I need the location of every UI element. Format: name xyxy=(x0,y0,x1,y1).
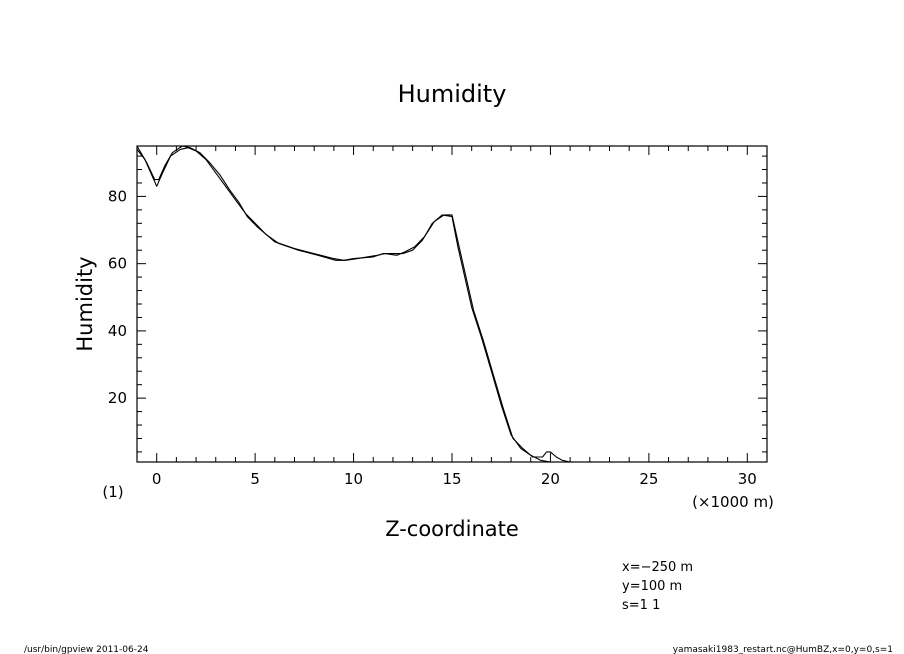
y-tick-labels: 20 40 60 80 xyxy=(108,187,127,407)
chart-title: Humidity xyxy=(398,80,507,108)
x-tick-label: 15 xyxy=(442,470,461,488)
x-tick-label: 5 xyxy=(250,470,260,488)
info-x: x=−250 m xyxy=(622,560,693,575)
axis-ticks xyxy=(136,146,768,462)
x-tick-label: 20 xyxy=(541,470,560,488)
info-y: y=100 m xyxy=(622,579,682,594)
x-tick-label: 30 xyxy=(738,470,757,488)
x-tick-label: 0 xyxy=(152,470,162,488)
x-unit-label: (×1000 m) xyxy=(692,493,774,511)
series-lines xyxy=(136,145,571,463)
y-tick-label: 20 xyxy=(108,389,127,407)
panel-label: (1) xyxy=(102,483,123,501)
footer-left: /usr/bin/gpview 2011-06-24 xyxy=(24,645,149,654)
y-tick-label: 80 xyxy=(108,187,127,205)
x-tick-labels: 0 5 10 15 20 25 30 xyxy=(152,470,757,488)
y-tick-label: 60 xyxy=(108,255,127,273)
series-line-2 xyxy=(136,145,571,463)
x-tick-label: 25 xyxy=(639,470,658,488)
x-axis-label: Z-coordinate xyxy=(385,517,519,541)
info-s: s=1 1 xyxy=(622,598,660,613)
x-tick-label: 10 xyxy=(344,470,363,488)
plot-frame xyxy=(136,145,768,463)
y-tick-label: 40 xyxy=(108,322,127,340)
footer-right: yamasaki1983_restart.nc@HumBZ,x=0,y=0,s=… xyxy=(673,645,893,654)
y-axis-label: Humidity xyxy=(73,256,97,351)
